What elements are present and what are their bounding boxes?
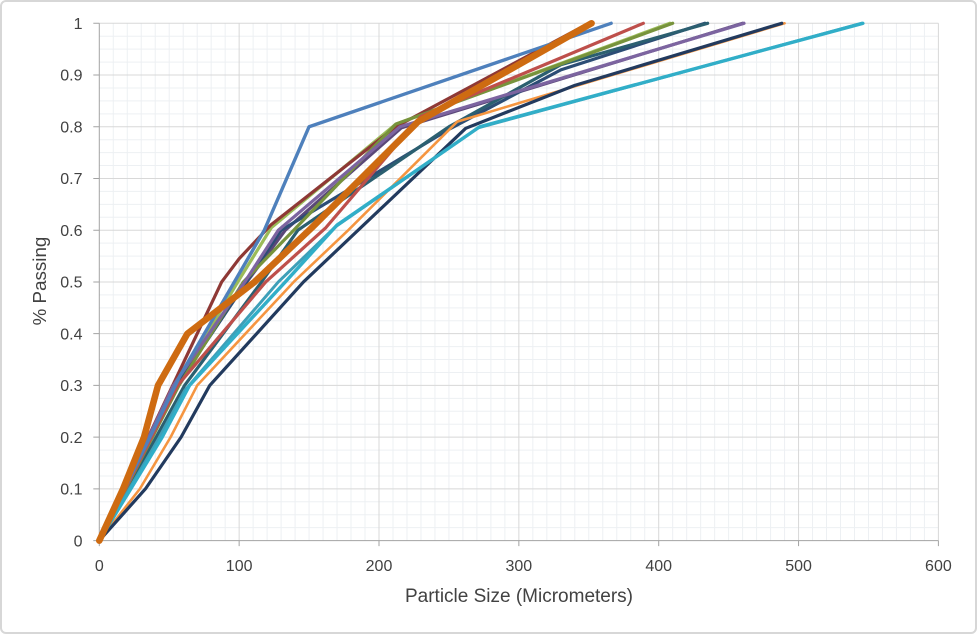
svg-text:500: 500 <box>785 558 812 575</box>
svg-text:0.6: 0.6 <box>60 223 82 240</box>
svg-text:600: 600 <box>925 558 952 575</box>
svg-text:0.7: 0.7 <box>60 171 82 188</box>
svg-text:400: 400 <box>645 558 672 575</box>
svg-text:0: 0 <box>74 533 83 550</box>
svg-text:300: 300 <box>505 558 532 575</box>
svg-text:0.8: 0.8 <box>60 119 82 136</box>
svg-text:100: 100 <box>226 558 253 575</box>
svg-text:% Passing: % Passing <box>29 237 50 326</box>
svg-text:0.2: 0.2 <box>60 430 82 447</box>
svg-text:0: 0 <box>95 558 104 575</box>
svg-text:0.9: 0.9 <box>60 68 82 85</box>
svg-text:0.5: 0.5 <box>60 275 82 292</box>
svg-text:0.4: 0.4 <box>60 326 82 343</box>
svg-text:Particle Size (Micrometers): Particle Size (Micrometers) <box>405 586 633 607</box>
svg-text:200: 200 <box>366 558 393 575</box>
svg-text:0.1: 0.1 <box>60 482 82 499</box>
svg-text:0.3: 0.3 <box>60 378 82 395</box>
svg-text:1: 1 <box>74 16 83 33</box>
